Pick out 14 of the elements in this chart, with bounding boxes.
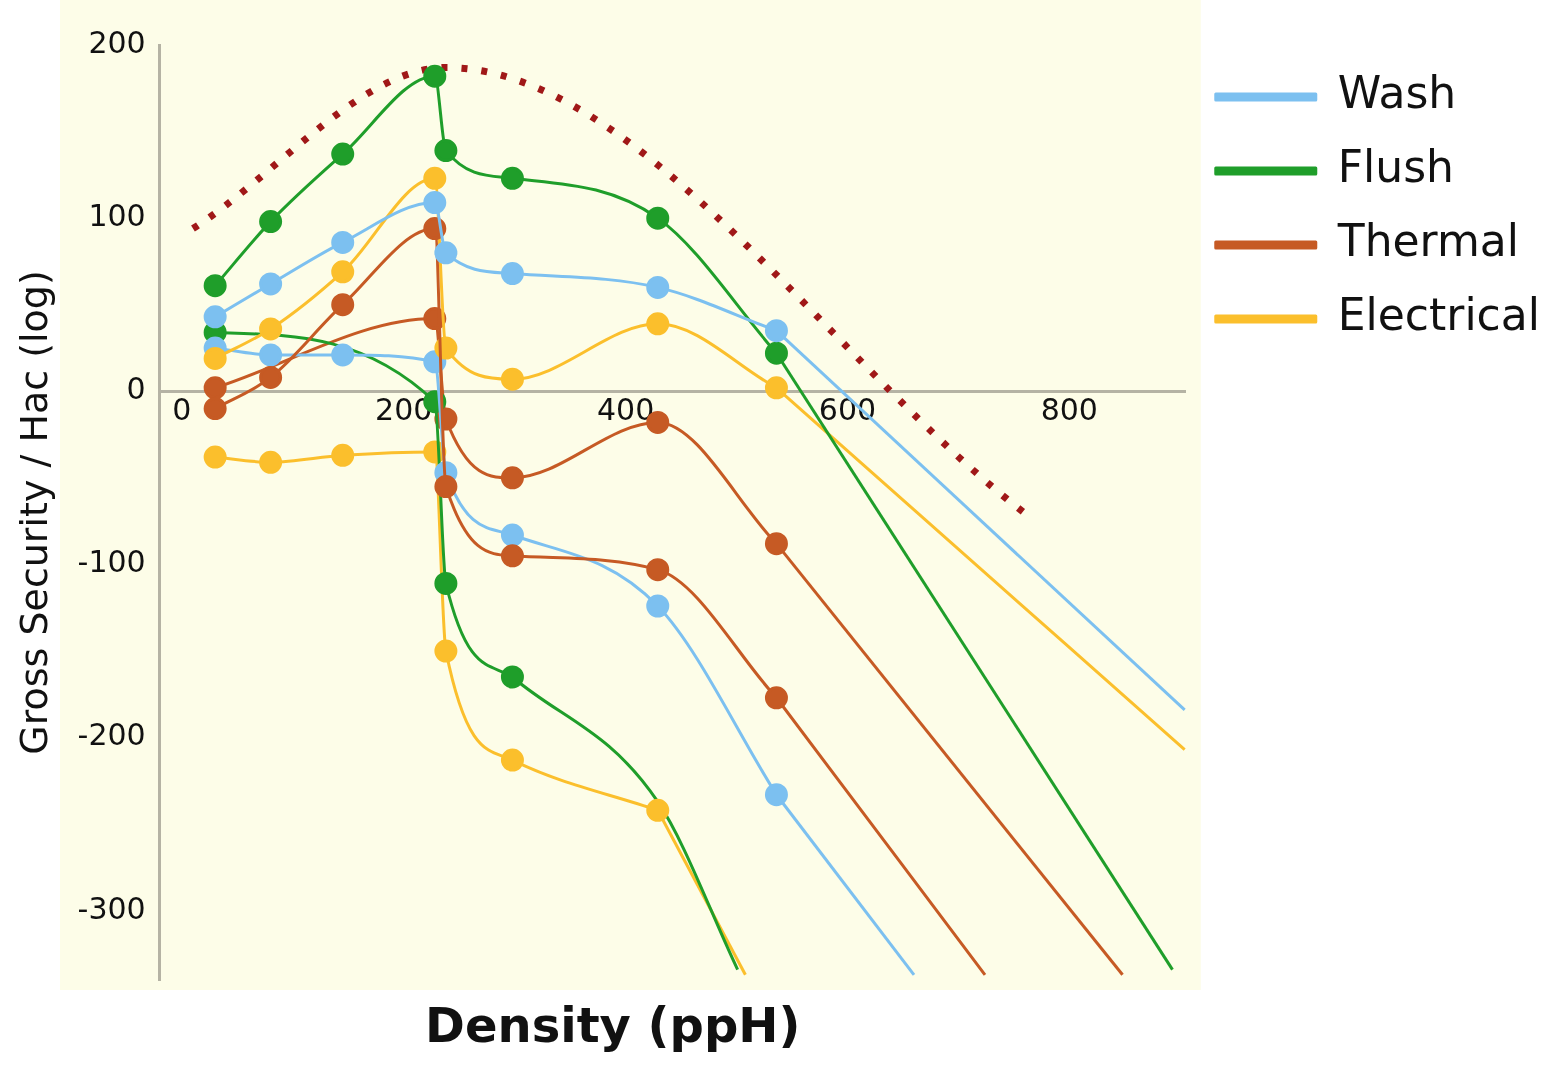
y-tick-label: 100 [88,197,146,233]
y-axis-title: Gross Security / Hac (log) [11,270,56,755]
y-tick-label: -300 [77,890,146,926]
y-tick-label: -200 [77,717,146,753]
legend-label: Flush [1337,141,1454,193]
y-tick-label: 200 [88,24,146,60]
x-tick-label: 0 [172,392,192,428]
x-tick-label: 400 [596,392,655,428]
legend-label: Electrical [1337,289,1540,341]
legend-label: Thermal [1336,215,1519,267]
x-axis-title: Density (ppH) [425,997,801,1054]
legend-label: Wash [1337,67,1457,119]
x-tick-label: 800 [1040,392,1098,428]
y-tick-label: -100 [77,544,146,580]
